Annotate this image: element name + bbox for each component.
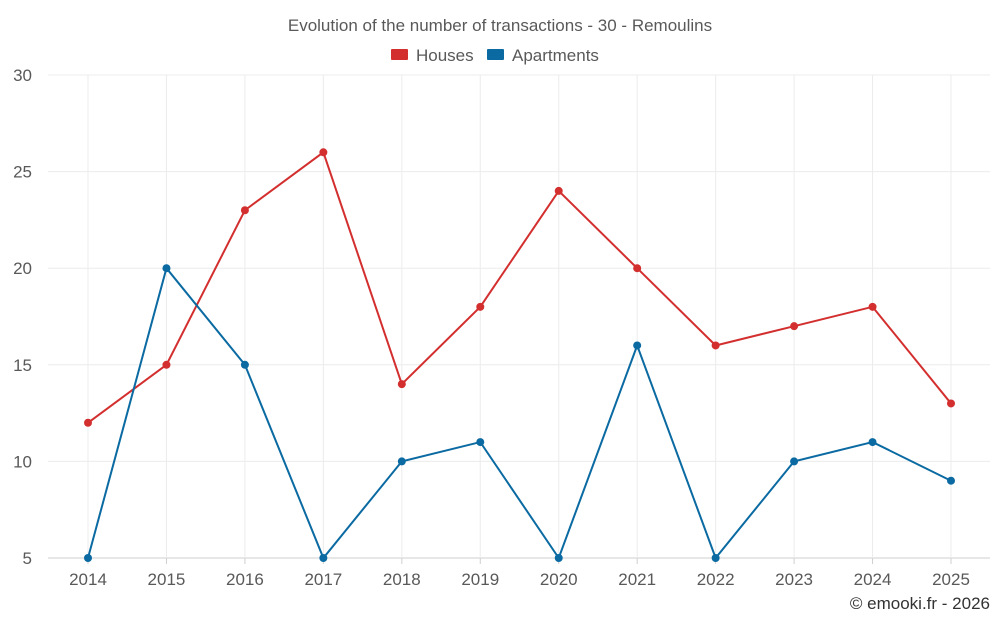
y-tick-label: 20 (13, 259, 32, 278)
x-tick-label: 2020 (540, 570, 578, 589)
x-tick-label: 2024 (854, 570, 892, 589)
data-point-apartments[interactable] (84, 554, 92, 562)
x-tick-label: 2016 (226, 570, 264, 589)
data-point-houses[interactable] (554, 186, 563, 195)
data-point-apartments[interactable] (554, 554, 563, 562)
x-tick-label: 2025 (932, 570, 970, 589)
y-tick-label: 15 (13, 356, 32, 375)
data-point-apartments[interactable] (476, 438, 485, 447)
data-point-houses[interactable] (319, 148, 328, 157)
data-point-apartments[interactable] (868, 438, 877, 447)
x-tick-label: 2021 (618, 570, 656, 589)
gridlines (48, 74, 990, 559)
data-point-houses[interactable] (84, 418, 92, 427)
y-tick-label: 30 (13, 66, 32, 85)
series-line-apartments (87, 266, 952, 561)
y-tick-label: 5 (23, 549, 32, 568)
y-tick-label: 10 (13, 452, 32, 471)
credit-text: © emooki.fr - 2026 (850, 594, 990, 613)
data-point-apartments[interactable] (319, 554, 328, 562)
legend-label-houses: Houses (416, 46, 474, 65)
x-tick-label: 2014 (69, 570, 107, 589)
data-point-apartments[interactable] (633, 341, 642, 350)
x-tick-label: 2018 (383, 570, 421, 589)
series-line-houses (87, 150, 952, 424)
data-point-apartments[interactable] (711, 554, 720, 562)
x-tick-label: 2019 (461, 570, 499, 589)
chart-title: Evolution of the number of transactions … (288, 16, 712, 35)
data-point-apartments[interactable] (162, 264, 171, 273)
data-point-houses[interactable] (711, 341, 720, 350)
x-tick-label: 2017 (304, 570, 342, 589)
data-point-houses[interactable] (947, 399, 955, 408)
data-point-apartments[interactable] (397, 457, 406, 466)
y-tick-label: 25 (13, 163, 32, 182)
legend: Houses Apartments (391, 46, 599, 65)
x-tick-label: 2023 (775, 570, 813, 589)
series (84, 148, 955, 562)
legend-swatch-apartments (487, 49, 504, 60)
data-point-apartments[interactable] (947, 476, 955, 485)
data-point-apartments[interactable] (790, 457, 799, 466)
x-tick-label: 2015 (148, 570, 186, 589)
data-point-houses[interactable] (162, 360, 171, 369)
legend-label-apartments: Apartments (512, 46, 599, 65)
data-point-apartments[interactable] (240, 360, 249, 369)
data-point-houses[interactable] (868, 302, 877, 311)
data-point-houses[interactable] (633, 264, 642, 273)
x-tick-label: 2022 (697, 570, 735, 589)
data-point-houses[interactable] (476, 302, 485, 311)
legend-swatch-houses (391, 49, 408, 60)
data-point-houses[interactable] (790, 322, 799, 331)
data-point-houses[interactable] (397, 380, 406, 389)
data-point-houses[interactable] (240, 206, 249, 215)
